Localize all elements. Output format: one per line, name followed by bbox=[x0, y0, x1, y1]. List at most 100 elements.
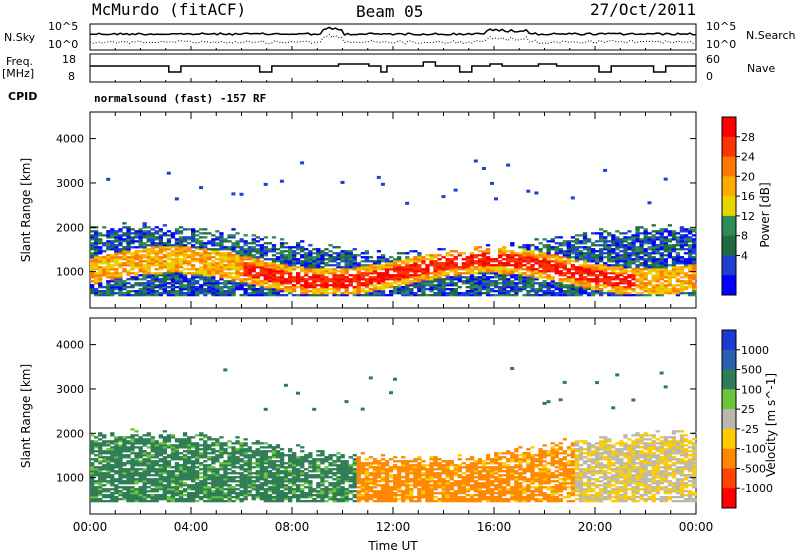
heatmap-cell bbox=[655, 250, 660, 253]
heatmap-cell bbox=[122, 222, 127, 225]
heatmap-cell bbox=[158, 470, 163, 473]
heatmap-cell bbox=[247, 470, 252, 473]
heatmap-cell bbox=[247, 480, 252, 483]
heatmap-cell bbox=[380, 286, 386, 289]
heatmap-cell bbox=[130, 258, 135, 261]
heatmap-cell bbox=[441, 288, 446, 291]
heatmap-cell bbox=[154, 284, 159, 287]
heatmap-cell bbox=[570, 274, 576, 277]
heatmap-cell bbox=[166, 171, 171, 175]
heatmap-cell bbox=[106, 282, 111, 285]
heatmap-cell bbox=[118, 256, 123, 259]
heatmap-cell bbox=[421, 294, 426, 297]
heatmap-cell bbox=[118, 494, 123, 497]
heatmap-cell bbox=[510, 282, 515, 285]
heatmap-cell bbox=[191, 254, 196, 257]
heatmap-cell bbox=[110, 434, 115, 437]
heatmap-cell bbox=[146, 478, 151, 481]
heatmap-cell bbox=[316, 482, 321, 485]
heatmap-cell bbox=[138, 254, 143, 257]
heatmap-cell bbox=[134, 464, 139, 467]
heatmap-cell bbox=[409, 260, 414, 263]
heatmap-cell bbox=[207, 486, 212, 489]
heatmap-cell bbox=[122, 440, 127, 443]
heatmap-cell bbox=[296, 500, 301, 503]
heatmap-cell bbox=[461, 252, 466, 255]
heatmap-cell bbox=[162, 490, 167, 493]
heatmap-cell bbox=[356, 270, 361, 273]
heatmap-cell bbox=[651, 256, 656, 259]
heatmap-cell bbox=[271, 472, 277, 475]
heatmap-cell bbox=[158, 292, 163, 295]
heatmap-cell bbox=[158, 448, 163, 451]
heatmap-cell bbox=[154, 226, 159, 229]
heatmap-cell bbox=[98, 268, 103, 271]
heatmap-cell bbox=[469, 294, 475, 297]
heatmap-cell bbox=[138, 486, 143, 489]
heatmap-cell bbox=[263, 496, 268, 499]
heatmap-cell bbox=[134, 266, 139, 269]
heatmap-cell bbox=[146, 282, 151, 285]
heatmap-cell bbox=[393, 266, 398, 269]
heatmap-cell bbox=[182, 482, 188, 485]
heatmap-cell bbox=[437, 286, 442, 289]
heatmap-cell bbox=[219, 244, 224, 247]
heatmap-cell bbox=[635, 270, 640, 273]
heatmap-cell bbox=[150, 488, 155, 491]
heatmap-cell bbox=[150, 286, 155, 289]
heatmap-cell bbox=[195, 500, 200, 503]
heatmap-cell bbox=[546, 262, 551, 265]
heatmap-cell bbox=[651, 274, 656, 277]
heatmap-cell bbox=[595, 232, 600, 235]
heatmap-cell bbox=[158, 460, 163, 463]
heatmap-cell bbox=[271, 278, 277, 281]
heatmap-cell bbox=[389, 256, 394, 259]
heatmap-cell bbox=[368, 276, 374, 279]
heatmap-cell bbox=[275, 478, 281, 481]
heatmap-cell bbox=[296, 274, 301, 277]
heatmap-cell bbox=[663, 246, 668, 249]
heatmap-cell bbox=[401, 292, 406, 295]
heatmap-cell bbox=[631, 244, 636, 247]
heatmap-cell bbox=[506, 278, 511, 281]
heatmap-cell bbox=[122, 246, 127, 249]
heatmap-cell bbox=[498, 272, 503, 275]
heatmap-cell bbox=[90, 484, 95, 487]
heatmap-cell bbox=[223, 294, 228, 297]
heatmap-cell bbox=[195, 476, 200, 479]
heatmap-cell bbox=[586, 266, 592, 269]
heatmap-cell bbox=[182, 462, 188, 465]
heatmap-cell bbox=[235, 240, 240, 243]
heatmap-cell bbox=[473, 262, 479, 265]
heatmap-cell bbox=[449, 268, 454, 271]
heatmap-cell bbox=[90, 260, 95, 263]
heatmap-cell bbox=[191, 462, 196, 465]
heatmap-cell bbox=[647, 248, 652, 251]
heatmap-cell bbox=[267, 280, 273, 283]
heatmap-cell bbox=[102, 270, 107, 273]
heatmap-cell bbox=[279, 460, 285, 463]
heatmap-cell bbox=[98, 252, 103, 255]
heatmap-cell bbox=[90, 490, 95, 493]
heatmap-cell bbox=[94, 266, 99, 269]
heatmap-cell bbox=[481, 266, 487, 269]
heatmap-cell bbox=[90, 478, 95, 481]
heatmap-cell bbox=[591, 264, 596, 267]
heatmap-cell bbox=[138, 488, 143, 491]
heatmap-cell bbox=[211, 486, 216, 489]
heatmap-cell bbox=[130, 434, 135, 437]
heatmap-cell bbox=[166, 290, 172, 293]
heatmap-cell bbox=[142, 468, 147, 471]
heatmap-cell bbox=[514, 278, 519, 281]
heatmap-cell bbox=[90, 442, 95, 445]
heatmap-cell bbox=[215, 294, 220, 297]
heatmap-cell bbox=[118, 466, 123, 469]
heatmap-cell bbox=[296, 456, 301, 459]
heatmap-cell bbox=[586, 268, 592, 271]
heatmap-cell bbox=[106, 292, 111, 295]
heatmap-cell bbox=[187, 278, 192, 281]
heatmap-cell bbox=[118, 478, 123, 481]
heatmap-cell bbox=[247, 462, 252, 465]
heatmap-cell bbox=[692, 252, 697, 255]
